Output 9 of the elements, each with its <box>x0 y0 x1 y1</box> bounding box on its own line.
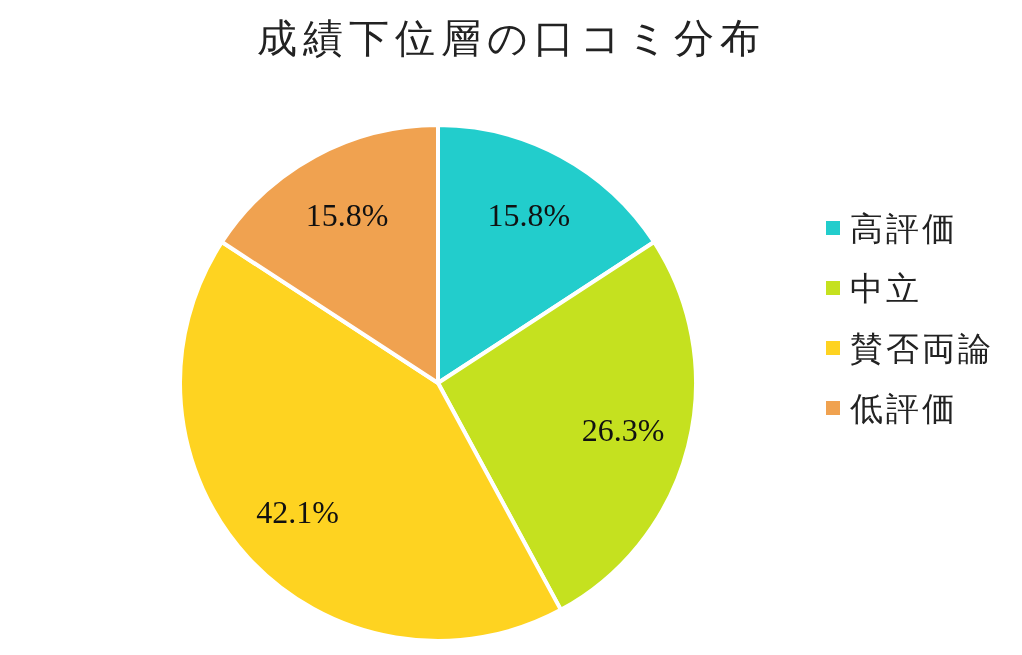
legend-label: 高評価 <box>850 211 958 247</box>
legend-label: 中立 <box>850 271 922 307</box>
chart-title: 成績下位層の口コミ分布 <box>256 16 766 61</box>
legend-label: 賛否両論 <box>850 331 994 367</box>
data-label: 15.8% <box>305 197 389 234</box>
legend-label: 低評価 <box>850 391 958 427</box>
data-label: 26.3% <box>581 411 665 448</box>
data-label: 42.1% <box>256 494 339 531</box>
data-label: 15.8% <box>487 197 571 234</box>
